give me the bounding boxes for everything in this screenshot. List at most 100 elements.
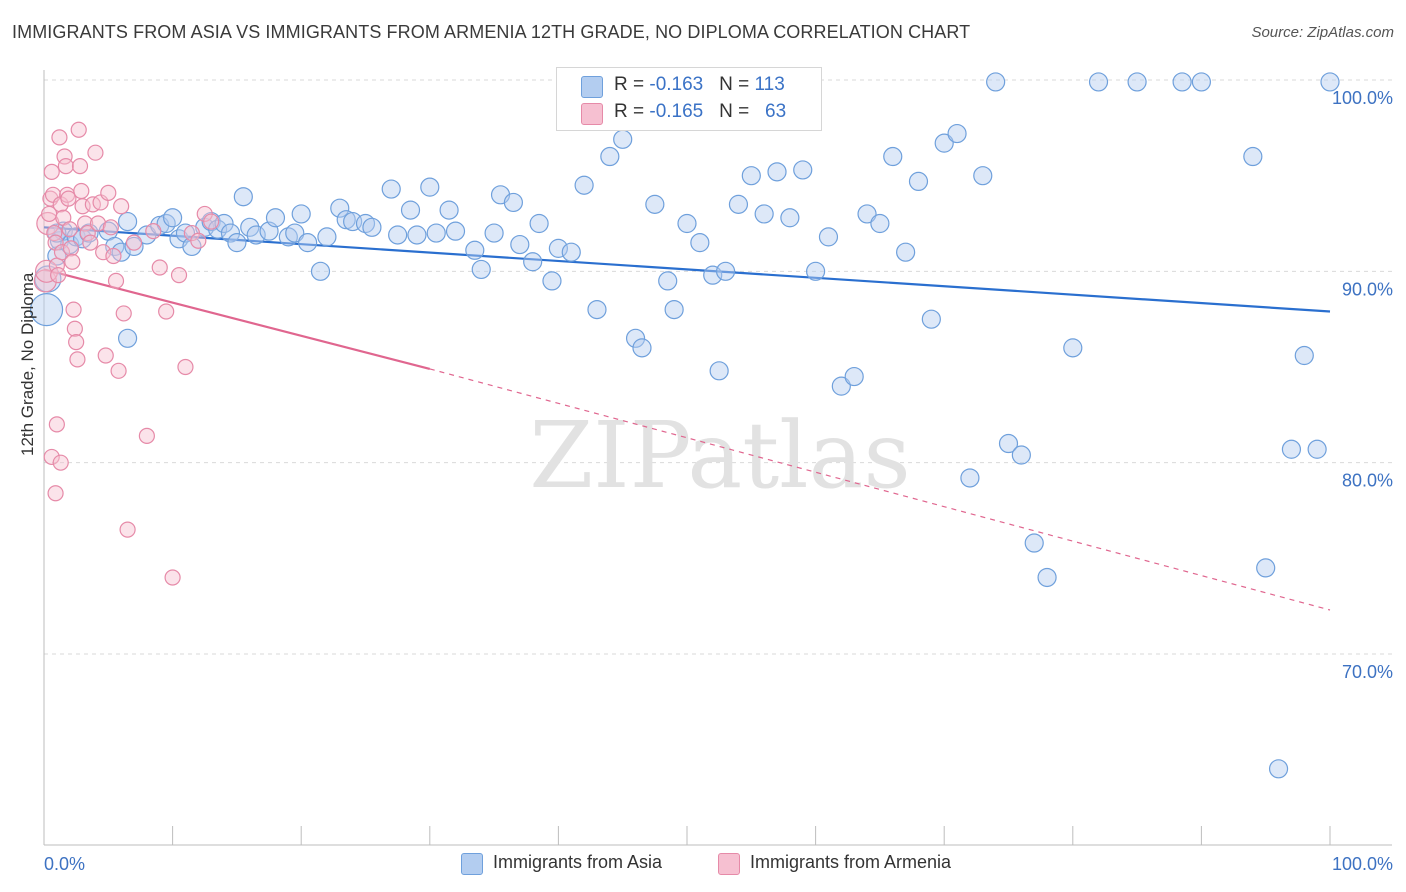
watermark: ZIPatlas [529, 402, 910, 509]
asia-point [420, 177, 440, 197]
asia-point [1320, 72, 1340, 92]
y-tick-label: 90.0% [1342, 279, 1393, 299]
armenia-point [71, 158, 89, 175]
armenia-point [43, 448, 60, 466]
n-value: 63 [765, 101, 787, 122]
asia-point [690, 233, 710, 253]
asia-point [973, 166, 993, 186]
armenia-point [47, 234, 64, 251]
asia-point [227, 233, 247, 253]
armenia-point [95, 244, 112, 261]
armenia-point [89, 215, 107, 232]
asia-point [587, 300, 607, 320]
armenia-point [62, 240, 80, 257]
asia-point [548, 238, 569, 258]
asia-point [439, 200, 459, 220]
asia-point [1307, 439, 1327, 459]
armenia-point [115, 305, 132, 322]
asia-point [728, 194, 749, 214]
r-label: R = [614, 101, 650, 122]
asia-point [471, 259, 491, 280]
asia-point [1268, 759, 1289, 779]
asia-point [1011, 445, 1031, 465]
asia-point [529, 213, 549, 234]
asia-point [754, 204, 774, 224]
asia-point [1294, 345, 1314, 366]
tick-labels: 100.0% 90.0% 80.0% 70.0% 0.0% 100.0% [44, 88, 1393, 874]
armenia-point [164, 569, 181, 586]
asia-point [625, 328, 646, 348]
armenia-point [68, 334, 85, 351]
armenia-point [145, 223, 162, 240]
asia-point [1088, 72, 1109, 92]
asia-point [240, 217, 260, 237]
chart-title: IMMIGRANTS FROM ASIA VS IMMIGRANTS FROM … [12, 22, 971, 42]
asia-point [503, 192, 523, 213]
asia-point [246, 225, 266, 245]
asia-point [220, 223, 241, 243]
asia-point [29, 293, 64, 327]
asia-point [1172, 72, 1192, 92]
asia-point [613, 129, 633, 149]
armenia-point [125, 234, 143, 251]
correlation-legend: R = -0.163 N = 113 R = -0.165 N = 63 [556, 67, 822, 131]
asia-point [857, 204, 877, 224]
asia-point [921, 309, 941, 329]
asia-point [285, 223, 305, 243]
asia-point [677, 213, 697, 234]
armenia-point [43, 163, 60, 180]
armenia-point [70, 121, 87, 138]
asia-point [1024, 533, 1044, 553]
asia-point [831, 376, 851, 396]
asia-point [561, 242, 581, 262]
asia-point [986, 72, 1006, 92]
armenia-point [73, 182, 90, 200]
asia-point [465, 240, 485, 260]
trend-lines [43, 226, 1331, 611]
asia-point [1191, 72, 1212, 92]
armenia-point [177, 358, 194, 376]
asia-point [124, 236, 144, 257]
armenia-point [203, 213, 220, 230]
armenia-point [53, 244, 71, 261]
asia-point [310, 261, 331, 281]
asia-point [960, 468, 980, 488]
asia-point [400, 200, 421, 220]
armenia-point [57, 158, 74, 175]
asia-point [780, 208, 800, 228]
armenia-point [77, 215, 94, 232]
armenia-point [48, 416, 65, 433]
asia-point [645, 194, 665, 214]
asia-point [896, 242, 916, 262]
asia-point [291, 204, 311, 224]
asia-point [947, 123, 967, 144]
asia-point [542, 271, 562, 291]
armenia-point [105, 247, 122, 265]
r-label: R = [614, 74, 650, 95]
armenia-point [138, 427, 155, 444]
armenia-point [34, 259, 59, 283]
n-value: 113 [754, 74, 785, 95]
asia-point [709, 361, 729, 381]
asia-legend-label: Immigrants from Asia [493, 852, 663, 872]
armenia-trend-line [43, 268, 431, 370]
armenia-point [51, 129, 68, 146]
asia-point [1127, 72, 1147, 92]
asia-point [574, 175, 594, 195]
armenia-point [61, 221, 78, 238]
asia-point [632, 338, 652, 358]
armenia-point [113, 198, 130, 215]
asia-point [703, 265, 723, 285]
asia-point [1063, 338, 1083, 358]
armenia-point [107, 272, 125, 289]
armenia-point [47, 485, 64, 502]
armenia-point [190, 232, 207, 249]
asia-point [908, 171, 929, 192]
armenia-swatch [581, 103, 603, 125]
asia-point [883, 146, 903, 167]
asia-point [117, 328, 138, 348]
armenia-point [97, 347, 114, 364]
asia-point [844, 366, 864, 387]
asia-point [805, 261, 826, 281]
